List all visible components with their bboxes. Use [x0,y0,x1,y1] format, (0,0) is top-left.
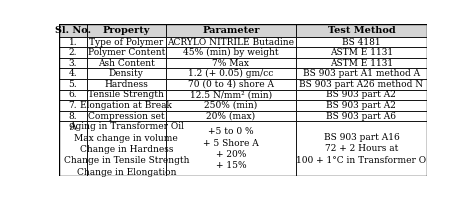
Polygon shape [59,100,87,111]
Text: 1.: 1. [69,38,77,47]
Text: Aging in Transformer Oil
Max change in volume
Change in Hardness
Change in Tensi: Aging in Transformer Oil Max change in v… [64,122,189,177]
Text: BS 903 part A6: BS 903 part A6 [327,111,396,121]
Text: 45% (min) by weight: 45% (min) by weight [183,48,279,57]
Text: 5.: 5. [69,80,77,89]
Text: Tensile Strength: Tensile Strength [88,90,164,99]
Polygon shape [87,24,166,37]
Text: 2.: 2. [69,48,77,57]
Text: Sl. No.: Sl. No. [55,26,91,35]
Text: BS 903 part A1 method A: BS 903 part A1 method A [303,69,420,78]
Polygon shape [59,58,87,69]
Polygon shape [166,90,296,100]
Text: 8.: 8. [69,111,77,121]
Polygon shape [87,37,166,47]
Text: Ash Content: Ash Content [98,59,155,68]
Text: 9.: 9. [69,123,77,132]
Text: 20% (max): 20% (max) [206,111,255,121]
Polygon shape [296,37,427,47]
Text: 250% (min): 250% (min) [204,101,257,110]
Text: Type of Polymer: Type of Polymer [89,38,164,47]
Polygon shape [87,90,166,100]
Text: Compression set: Compression set [88,111,164,121]
Text: 1.2 (+ 0.05) gm/cc: 1.2 (+ 0.05) gm/cc [188,69,273,78]
Polygon shape [59,47,87,58]
Polygon shape [87,69,166,79]
Polygon shape [59,69,87,79]
Polygon shape [296,47,427,58]
Polygon shape [87,79,166,90]
Text: 3.: 3. [69,59,77,68]
Text: ASTM E 1131: ASTM E 1131 [330,48,393,57]
Text: 70 (0 to 4) shore A: 70 (0 to 4) shore A [188,80,274,89]
Text: 12.5 N/mm² (min): 12.5 N/mm² (min) [190,90,272,99]
Text: ASTM E 1131: ASTM E 1131 [330,59,393,68]
Text: ACRYLO NITRILE Butadine: ACRYLO NITRILE Butadine [167,38,294,47]
Polygon shape [59,121,87,176]
Text: BS 903 part A2: BS 903 part A2 [327,101,396,110]
Text: 7.: 7. [69,101,77,110]
Polygon shape [87,47,166,58]
Polygon shape [166,111,296,121]
Polygon shape [296,79,427,90]
Polygon shape [296,90,427,100]
Text: 7% Max: 7% Max [212,59,249,68]
Polygon shape [166,79,296,90]
Polygon shape [166,121,296,176]
Text: BS 903 part A2: BS 903 part A2 [327,90,396,99]
Polygon shape [59,79,87,90]
Text: Density: Density [109,69,144,78]
Polygon shape [166,58,296,69]
Text: Polymer Content: Polymer Content [88,48,165,57]
Polygon shape [296,111,427,121]
Polygon shape [166,47,296,58]
Polygon shape [59,37,87,47]
Polygon shape [59,111,87,121]
Polygon shape [296,24,427,37]
Text: Parameter: Parameter [202,26,260,35]
Polygon shape [296,121,427,176]
Text: 6.: 6. [69,90,77,99]
Text: Property: Property [102,26,150,35]
Text: BS 903 part A16
72 + 2 Hours at
100 + 1°C in Transformer O: BS 903 part A16 72 + 2 Hours at 100 + 1°… [296,133,427,165]
Polygon shape [296,69,427,79]
Polygon shape [166,37,296,47]
Text: Test Method: Test Method [328,26,395,35]
Polygon shape [87,111,166,121]
Text: BS 903 part A26 method N: BS 903 part A26 method N [300,80,423,89]
Polygon shape [166,69,296,79]
Polygon shape [166,24,296,37]
Polygon shape [87,100,166,111]
Text: 4.: 4. [69,69,77,78]
Polygon shape [166,100,296,111]
Polygon shape [296,58,427,69]
Polygon shape [59,24,87,37]
Text: BS 4181: BS 4181 [342,38,381,47]
Text: Hardness: Hardness [104,80,148,89]
Polygon shape [59,90,87,100]
Polygon shape [87,121,166,176]
Polygon shape [296,100,427,111]
Text: Elongation at Break: Elongation at Break [81,101,172,110]
Polygon shape [87,58,166,69]
Text: +5 to 0 %
+ 5 Shore A
+ 20%
+ 15%: +5 to 0 % + 5 Shore A + 20% + 15% [203,127,259,170]
